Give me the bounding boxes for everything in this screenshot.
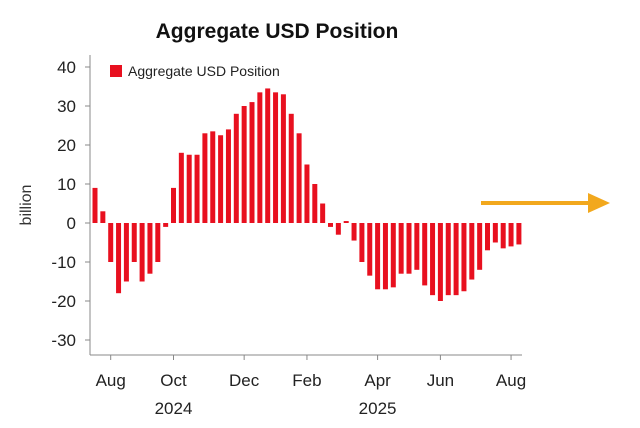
y-tick-label: -20 (51, 292, 76, 311)
x-tick-label: Dec (229, 371, 260, 390)
y-ticks: 40 30 20 10 0 -10 -20 -30 (51, 58, 90, 350)
bar (155, 223, 161, 262)
bar (477, 223, 483, 270)
bar (343, 221, 349, 223)
y-tick-label: 40 (57, 58, 76, 77)
bar (492, 223, 498, 243)
y-tick-label: 10 (57, 175, 76, 194)
y-tick-label: 0 (67, 214, 76, 233)
bar (241, 106, 247, 223)
bar (320, 203, 326, 223)
year-label: 2025 (359, 399, 397, 418)
x-tick-label: Apr (364, 371, 391, 390)
bar (123, 223, 129, 282)
legend-swatch (110, 65, 122, 77)
legend: Aggregate USD Position (110, 63, 280, 79)
bar (194, 154, 200, 223)
trend-arrow-head (588, 193, 610, 213)
x-tick-label: Oct (160, 371, 187, 390)
bar (273, 92, 279, 223)
bar (296, 133, 302, 223)
bar (453, 223, 459, 296)
bar (147, 223, 153, 274)
bar (108, 223, 114, 262)
bar (210, 131, 216, 223)
bar (218, 135, 224, 223)
y-tick-label: -30 (51, 331, 76, 350)
bar (430, 223, 436, 296)
chart-title: Aggregate USD Position (155, 20, 399, 43)
bar (398, 223, 404, 274)
bar (406, 223, 412, 274)
bar (445, 223, 451, 296)
bar (116, 223, 122, 294)
y-axis-label: billion (18, 185, 35, 226)
y-tick-label: -10 (51, 253, 76, 272)
bar (171, 187, 176, 223)
bar (422, 223, 428, 286)
bar (414, 223, 420, 270)
bar (375, 223, 381, 290)
x-tick-label: Aug (496, 371, 526, 390)
bar (437, 223, 443, 301)
bar (461, 223, 467, 292)
bar (469, 223, 475, 280)
legend-label: Aggregate USD Position (128, 63, 280, 79)
bar (351, 223, 357, 241)
bar (367, 223, 373, 276)
bar (288, 113, 294, 223)
bar (390, 223, 396, 288)
y-tick-label: 30 (57, 97, 76, 116)
bar (280, 94, 286, 223)
bar (304, 164, 310, 223)
bar (163, 223, 169, 227)
bar (139, 223, 145, 282)
bar (257, 92, 263, 223)
bar (233, 113, 239, 223)
bar (508, 223, 514, 247)
bar (382, 223, 388, 290)
bar (100, 211, 106, 223)
y-tick-label: 20 (57, 136, 76, 155)
x-tick-label: Jun (427, 371, 454, 390)
bar (265, 88, 271, 223)
bar (225, 129, 231, 223)
x-tick-label: Aug (96, 371, 126, 390)
bar (131, 223, 137, 262)
bar (186, 154, 192, 223)
x-ticks: Aug Oct Dec Feb Apr Jun Aug 2024 2025 (96, 355, 526, 418)
bar (500, 223, 506, 249)
bar (328, 223, 333, 227)
bar (178, 152, 184, 223)
bars (92, 88, 522, 301)
bar (92, 187, 98, 223)
bar (516, 223, 522, 245)
trend-arrow (481, 193, 610, 213)
x-tick-label: Feb (292, 371, 321, 390)
bar (359, 223, 365, 262)
bar (485, 223, 490, 251)
bar (335, 223, 341, 235)
year-label: 2024 (155, 399, 193, 418)
bar (202, 133, 208, 223)
bar (249, 102, 255, 223)
bar (312, 184, 318, 223)
